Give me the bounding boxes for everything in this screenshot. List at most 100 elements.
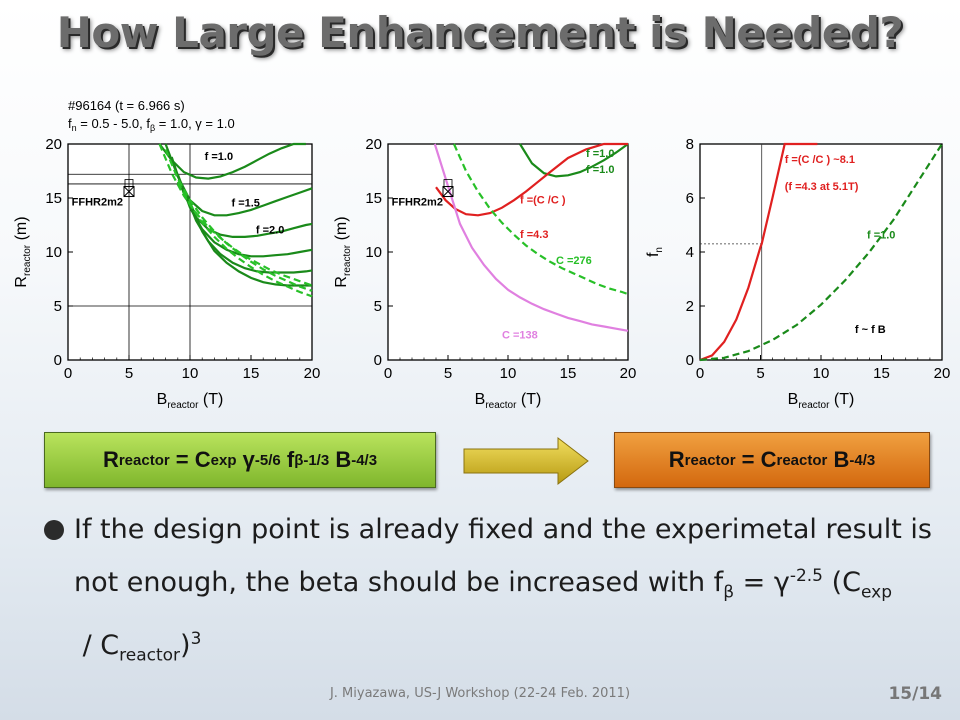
bullet-text: If the design point is already fixed and… [74, 506, 934, 680]
y-tick-label: 5 [54, 298, 62, 315]
x-tick-label: 10 [182, 365, 199, 382]
x-tick-label: 15 [560, 365, 577, 382]
chart-header-params: fn = 0.5 - 5.0, fβ = 1.0, γ = 1.0 [68, 116, 235, 133]
y-axis-label: Rreactor (m) [13, 216, 33, 287]
formula-left-b-sup: -4/3 [351, 451, 378, 469]
chart-fn-vs-b: 0 5 10 15 20 0 2 4 6 8 Breactor (T) fn f =(C /C ) ~8… [645, 136, 950, 411]
x-tick-label: 20 [304, 365, 321, 382]
header-f: f [68, 116, 72, 131]
series-line [158, 143, 313, 287]
annotation: f =4.3 [520, 229, 548, 241]
annotation: f =2.0 [256, 225, 284, 237]
series-line [699, 142, 818, 362]
x-tick-label: 0 [696, 365, 704, 382]
annotation: f =1.0 [586, 148, 614, 160]
y-tick-label: 10 [45, 244, 62, 261]
x-tick-label: 20 [620, 365, 637, 382]
annotation: (f =4.3 at 5.1T) [785, 181, 859, 193]
y-axis-label-unit: (m) [333, 216, 350, 244]
bullet-sup3: 3 [190, 629, 202, 650]
y-tick-label: 0 [54, 352, 62, 369]
x-axis-label: Breactor (T) [475, 391, 542, 411]
formula-right-eq: = C [735, 447, 777, 472]
y-axis-label-main: R [333, 276, 350, 288]
formula-left-gamma: γ [236, 447, 255, 472]
x-axis-label-unit: (T) [829, 391, 854, 408]
y-tick-label: 0 [374, 352, 382, 369]
bullet-g-sup: -2.5 [789, 566, 823, 586]
annotation: C =138 [502, 329, 538, 341]
series-line [158, 142, 306, 180]
formula-right-r-sub: reactor [684, 451, 736, 469]
x-tick-label: 15 [243, 365, 260, 382]
y-tick-label: 15 [365, 190, 382, 207]
y-axis-label: Rreactor (m) [333, 216, 353, 287]
series-line [519, 143, 629, 178]
series-6 [188, 201, 312, 287]
y-axis-label-sub: n [654, 247, 665, 253]
bullet-paren: (C [823, 567, 861, 598]
annotation: f =1.0 [867, 230, 895, 242]
annotation: f =(C /C ) ~8.1 [785, 154, 855, 166]
series-line [435, 142, 628, 217]
formula-left-eq: = C [169, 447, 211, 472]
series-line [699, 143, 943, 362]
design-point-box [443, 179, 453, 187]
annotation: f =1.5 [231, 198, 259, 210]
page-number: 15/14 [888, 684, 942, 704]
plot-frame [387, 143, 629, 361]
chart-r-vs-b-fn-scan: 0 5 10 15 20 0 5 10 15 20 Breactor (T) Rreactor (m)… [13, 98, 321, 411]
x-tick-label: 0 [64, 365, 72, 382]
right-arrow-icon [463, 436, 589, 486]
formula-left-f-sub: β [294, 451, 304, 469]
series-2 [435, 142, 628, 217]
plot-frame [699, 143, 943, 361]
x-axis-label: Breactor (T) [788, 391, 855, 411]
y-tick-label: 0 [686, 352, 694, 369]
x-axis-label-main: B [788, 391, 799, 408]
x-axis-label-main: B [475, 391, 486, 408]
y-tick-label: 4 [686, 244, 694, 261]
series-1 [158, 142, 306, 180]
annotation: f =1.0 [586, 164, 614, 176]
y-tick-label: 2 [686, 298, 694, 315]
annotation: f =(C /C ) [520, 194, 566, 206]
series-2 [699, 143, 943, 362]
y-tick-label: 8 [686, 136, 694, 153]
x-tick-label: 5 [125, 365, 133, 382]
y-axis-label-main: R [13, 276, 30, 288]
formula-left-r-sub: reactor [118, 451, 170, 469]
formula-left-f: f [280, 447, 295, 472]
series-9 [176, 181, 313, 298]
y-axis-label-main: f [645, 252, 662, 257]
y-tick-label: 5 [374, 298, 382, 315]
series-1 [699, 142, 818, 362]
bullet-c-sub: exp [860, 582, 892, 603]
series-line [452, 143, 629, 296]
series-line [188, 201, 312, 287]
formula-right-c-sub: reactor [776, 451, 828, 469]
series-line [433, 143, 629, 332]
annotation: FFHR2m2 [72, 197, 123, 209]
x-tick-label: 15 [873, 365, 890, 382]
y-axis-label-sub: reactor [342, 244, 353, 276]
bullet-dot-icon [44, 520, 64, 540]
header-beta-sub: β [150, 123, 155, 133]
header-end: = 1.0, γ = 1.0 [155, 116, 235, 131]
x-tick-label: 5 [756, 365, 764, 382]
chart-header-shot: #96164 (t = 6.966 s) [68, 98, 185, 113]
annotation: f ~ f B [855, 324, 886, 336]
bullet-f-sub: β [723, 582, 735, 603]
formula-left-g-sup: -5/6 [254, 451, 281, 469]
series-line [176, 181, 313, 298]
series-7 [158, 143, 313, 287]
design-point-cross [442, 186, 454, 197]
y-tick-label: 20 [45, 136, 62, 153]
x-tick-label: 0 [384, 365, 392, 382]
annotation: C =276 [556, 255, 592, 267]
bullet-mid: = γ [734, 567, 790, 598]
x-axis-label-unit: (T) [516, 391, 541, 408]
header-f-sub: n [72, 123, 77, 133]
x-tick-label: 10 [500, 365, 517, 382]
formula-left-c-sub: exp [210, 451, 237, 469]
